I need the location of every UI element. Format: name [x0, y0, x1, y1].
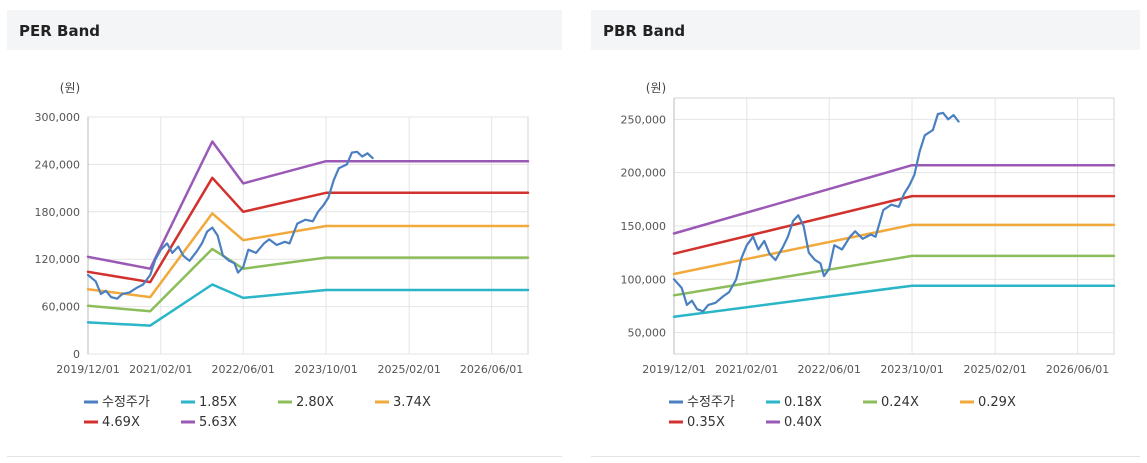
y-unit-label: (원) — [646, 81, 666, 95]
series-line-1.85X — [86, 283, 530, 327]
legend-item[interactable]: 0.35X — [669, 415, 725, 430]
y-tick-label: 240,000 — [35, 158, 81, 171]
per-band-header: PER Band — [7, 10, 562, 50]
series-line-수정주가 — [672, 111, 960, 313]
legend-label: 수정주가 — [687, 395, 735, 410]
x-tick-label: 2021/02/01 — [129, 363, 192, 376]
series-line-0.35X — [672, 194, 1116, 255]
per-band-title: PER Band — [19, 22, 100, 40]
series-line-0.24X — [672, 254, 1116, 297]
x-tick-label: 2023/10/01 — [294, 363, 357, 376]
legend-item[interactable]: 1.85X — [181, 395, 237, 410]
legend-label: 5.63X — [199, 415, 237, 430]
pbr-band-chart: (원) 50,000 100,000 150,000 200,000 250,000 201… — [621, 81, 1116, 430]
series-line-4.69X — [86, 176, 530, 284]
legend-label: 1.85X — [199, 395, 237, 410]
series-line-수정주가 — [86, 150, 374, 300]
y-tick-label: 100,000 — [621, 273, 667, 286]
legend-item[interactable]: 0.29X — [960, 395, 1016, 410]
x-tick-label: 2025/02/01 — [377, 363, 440, 376]
y-tick-label: 50,000 — [628, 327, 667, 340]
x-tick-label: 2023/10/01 — [880, 363, 943, 376]
y-tick-label: 120,000 — [35, 253, 81, 266]
series-line-0.40X — [672, 163, 1116, 235]
x-tick-label: 2022/06/01 — [798, 363, 861, 376]
legend-item[interactable]: 수정주가 — [669, 395, 735, 410]
y-tick-label: 0 — [73, 348, 80, 361]
legend-item[interactable]: 2.80X — [278, 395, 334, 410]
series-line-3.74X — [86, 212, 530, 299]
legend-label: 0.18X — [784, 395, 822, 410]
series-line-0.29X — [672, 223, 1116, 276]
legend-item[interactable]: 0.24X — [863, 395, 919, 410]
y-tick-label: 300,000 — [35, 111, 81, 124]
legend-item[interactable]: 4.69X — [84, 415, 140, 430]
y-tick-label: 250,000 — [621, 113, 667, 126]
legend-label: 0.29X — [978, 395, 1016, 410]
y-tick-label: 180,000 — [35, 206, 81, 219]
x-tick-label: 2021/02/01 — [715, 363, 778, 376]
x-tick-label: 2022/06/01 — [212, 363, 275, 376]
legend-item[interactable]: 3.74X — [375, 395, 431, 410]
legend-label: 0.35X — [687, 415, 725, 430]
series-line-5.63X — [86, 140, 530, 270]
y-tick-label: 200,000 — [621, 167, 667, 180]
legend-item[interactable]: 수정주가 — [84, 395, 150, 410]
x-tick-label: 2019/12/01 — [56, 363, 119, 376]
plot-area — [87, 116, 529, 355]
legend-label: 3.74X — [393, 395, 431, 410]
pbr-band-title: PBR Band — [603, 22, 686, 40]
legend-item[interactable]: 5.63X — [181, 415, 237, 430]
x-tick-label: 2019/12/01 — [642, 363, 705, 376]
x-tick-label: 2025/02/01 — [963, 363, 1026, 376]
y-unit-label: (원) — [60, 81, 80, 95]
legend-label: 수정주가 — [102, 395, 150, 410]
legend-label: 0.40X — [784, 415, 822, 430]
legend-item[interactable]: 0.18X — [766, 395, 822, 410]
pbr-band-panel: PBR Band (원) 50,000 100,000 150,000 200,000 2… — [591, 10, 1140, 457]
per-band-chart: (원) 0 60,000 120,000 180,000 240,000 300,000 20… — [35, 81, 530, 430]
x-tick-label: 2026/06/01 — [1046, 363, 1109, 376]
legend-label: 2.80X — [296, 395, 334, 410]
legend-label: 0.24X — [881, 395, 919, 410]
legend-label: 4.69X — [102, 415, 140, 430]
per-band-panel: PER Band (원) 0 60,000 120,000 180,000 240,000… — [7, 10, 562, 457]
series-line-0.18X — [672, 284, 1116, 318]
x-tick-label: 2026/06/01 — [460, 363, 523, 376]
pbr-band-header: PBR Band — [591, 10, 1140, 50]
legend-item[interactable]: 0.40X — [766, 415, 822, 430]
y-tick-label: 60,000 — [42, 301, 81, 314]
y-tick-label: 150,000 — [621, 220, 667, 233]
